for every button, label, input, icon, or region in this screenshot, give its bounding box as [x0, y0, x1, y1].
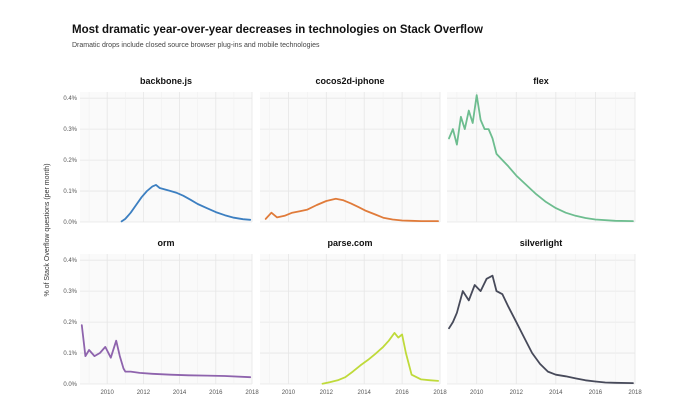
series-line-backbone-js [120, 183, 252, 223]
y-tick-label: 0.3% [63, 289, 77, 295]
y-tick-label: 0.2% [63, 320, 77, 326]
chart-title: Most dramatic year-over-year decreases i… [72, 24, 483, 36]
panel-background [80, 254, 252, 384]
y-tick-label: 0.1% [63, 189, 77, 195]
x-tick-label: 2012 [320, 390, 334, 396]
panel-background [260, 92, 440, 222]
y-tick-label: 0.1% [63, 351, 77, 357]
x-tick-label: 2016 [209, 390, 223, 396]
x-tick-label: 2010 [470, 390, 484, 396]
series-line-silverlight [448, 274, 634, 385]
panel-background [260, 254, 440, 384]
y-tick-label: 0.2% [63, 158, 77, 164]
x-tick-label: 2014 [173, 390, 187, 396]
x-tick-label: 2012 [137, 390, 151, 396]
y-axis-label: % of Stack Overflow questions (per month… [44, 163, 51, 296]
panel-background [447, 254, 635, 384]
panel-title-cocos2d-iphone: cocos2d-iphone [315, 76, 384, 86]
chart-subtitle: Dramatic drops include closed source bro… [72, 42, 320, 49]
x-tick-label: 2014 [549, 390, 563, 396]
x-tick-label: 2016 [395, 390, 409, 396]
panel-title-backbone-js: backbone.js [140, 76, 192, 86]
x-tick-label: 2018 [433, 390, 447, 396]
panel-title-flex: flex [533, 76, 549, 86]
y-tick-label: 0.0% [63, 382, 77, 388]
x-tick-label: 2014 [358, 390, 372, 396]
y-tick-label: 0.0% [63, 220, 77, 226]
y-tick-label: 0.3% [63, 127, 77, 133]
panel-title-orm: orm [157, 238, 174, 248]
y-tick-label: 0.4% [63, 96, 77, 102]
series-line-cocos2d-iphone [264, 197, 440, 223]
x-tick-label: 2016 [589, 390, 603, 396]
panel-background [80, 92, 252, 222]
x-tick-label: 2010 [100, 390, 114, 396]
panel-background [447, 92, 635, 222]
x-tick-label: 2018 [245, 390, 259, 396]
x-tick-label: 2018 [628, 390, 642, 396]
series-line-orm [80, 324, 252, 379]
x-tick-label: 2010 [282, 390, 296, 396]
x-tick-label: 2012 [510, 390, 524, 396]
panel-title-silverlight: silverlight [520, 238, 563, 248]
panel-title-parse-com: parse.com [327, 238, 372, 248]
y-tick-label: 0.4% [63, 258, 77, 264]
series-line-parse-com [321, 331, 440, 385]
series-line-flex [448, 94, 634, 223]
